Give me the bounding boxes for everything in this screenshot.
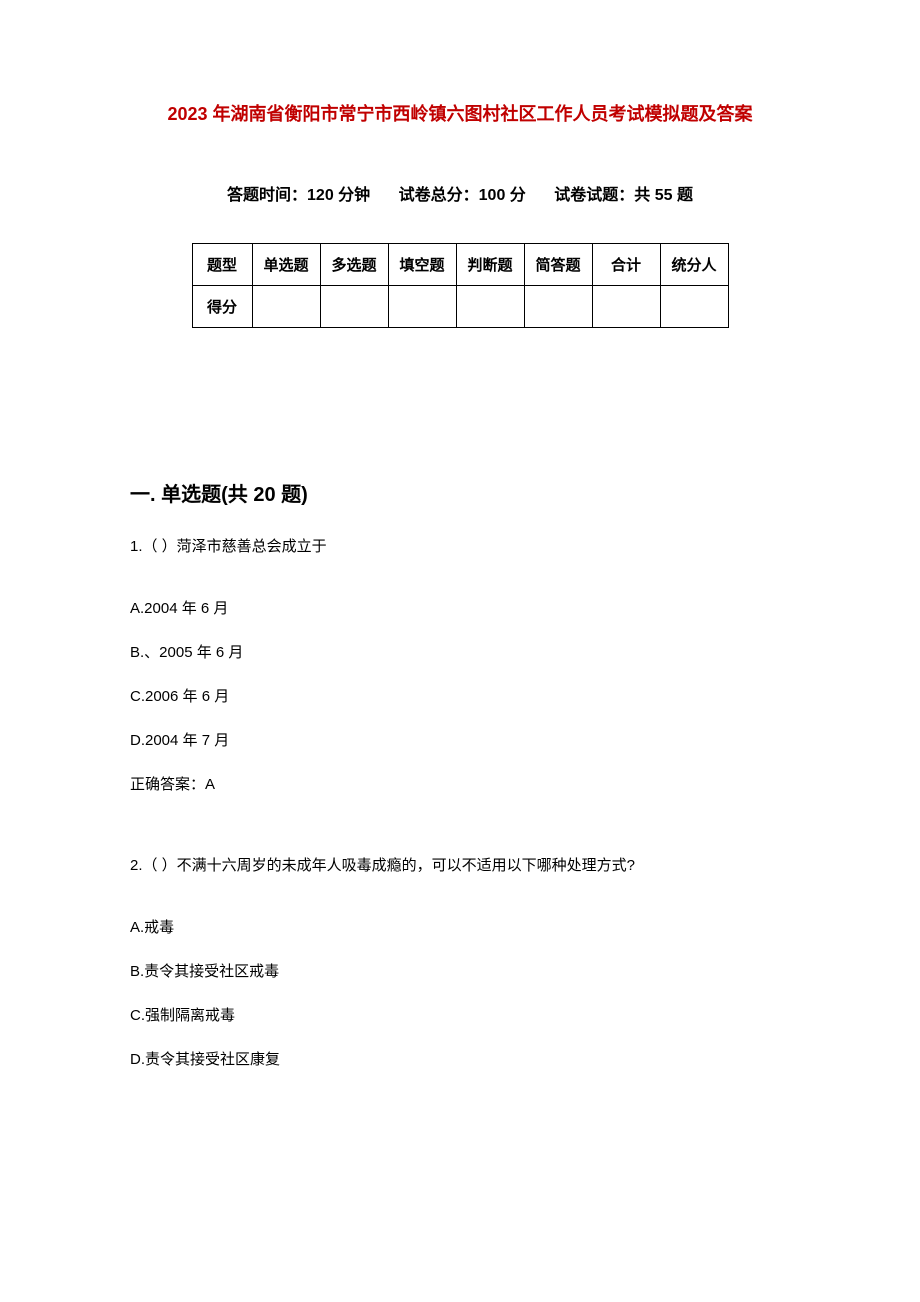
question-text: 1.（ ）菏泽市慈善总会成立于 — [130, 535, 790, 559]
table-cell — [252, 286, 320, 328]
table-cell: 得分 — [192, 286, 252, 328]
table-header-cell: 合计 — [592, 244, 660, 286]
question-2: 2.（ ）不满十六周岁的未成年人吸毒成瘾的，可以不适用以下哪种处理方式? A.戒… — [130, 854, 790, 1072]
table-cell — [592, 286, 660, 328]
score-table: 题型 单选题 多选题 填空题 判断题 简答题 合计 统分人 得分 — [192, 243, 729, 328]
section-heading: 一. 单选题(共 20 题) — [130, 478, 790, 507]
option-b: B.、2005 年 6 月 — [130, 641, 790, 665]
table-row: 得分 — [192, 286, 728, 328]
option-b: B.责令其接受社区戒毒 — [130, 960, 790, 984]
document-title: 2023 年湖南省衡阳市常宁市西岭镇六图村社区工作人员考试模拟题及答案 — [130, 100, 790, 126]
option-c: C.强制隔离戒毒 — [130, 1004, 790, 1028]
option-d: D.2004 年 7 月 — [130, 729, 790, 753]
table-cell — [388, 286, 456, 328]
table-header-cell: 题型 — [192, 244, 252, 286]
exam-total: 试卷总分：100 分 — [399, 187, 526, 204]
option-c: C.2006 年 6 月 — [130, 685, 790, 709]
table-header-cell: 多选题 — [320, 244, 388, 286]
table-header-cell: 判断题 — [456, 244, 524, 286]
table-header-cell: 填空题 — [388, 244, 456, 286]
table-header-cell: 简答题 — [524, 244, 592, 286]
question-text: 2.（ ）不满十六周岁的未成年人吸毒成瘾的，可以不适用以下哪种处理方式? — [130, 854, 790, 878]
table-header-cell: 统分人 — [660, 244, 728, 286]
question-1: 1.（ ）菏泽市慈善总会成立于 A.2004 年 6 月 B.、2005 年 6… — [130, 535, 790, 794]
exam-time: 答题时间：120 分钟 — [227, 187, 370, 204]
table-cell — [524, 286, 592, 328]
table-header-cell: 单选题 — [252, 244, 320, 286]
option-a: A.2004 年 6 月 — [130, 597, 790, 621]
table-row: 题型 单选题 多选题 填空题 判断题 简答题 合计 统分人 — [192, 244, 728, 286]
option-a: A.戒毒 — [130, 916, 790, 940]
table-cell — [660, 286, 728, 328]
exam-info: 答题时间：120 分钟 试卷总分：100 分 试卷试题：共 55 题 — [130, 181, 790, 205]
table-cell — [456, 286, 524, 328]
option-d: D.责令其接受社区康复 — [130, 1048, 790, 1072]
table-cell — [320, 286, 388, 328]
exam-count: 试卷试题：共 55 题 — [554, 187, 693, 204]
answer: 正确答案：A — [130, 773, 790, 794]
